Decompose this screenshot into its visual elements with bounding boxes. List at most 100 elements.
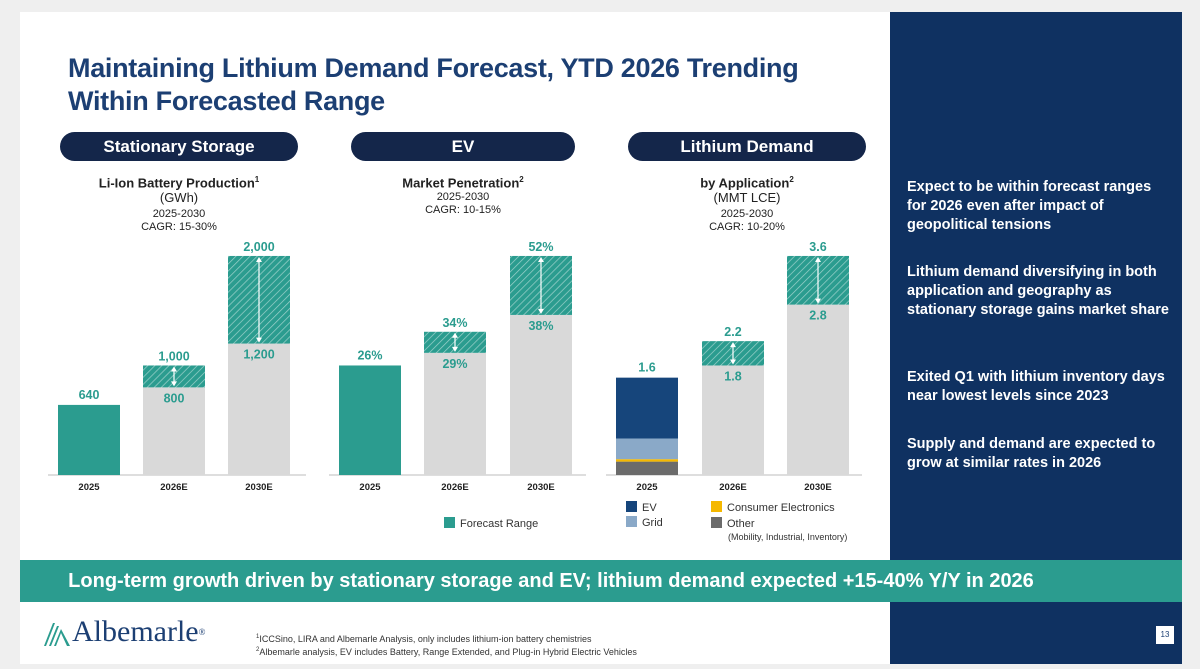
range-arrow-head-bottom <box>815 298 821 304</box>
range-arrow-head-top <box>730 342 736 348</box>
slide: Maintaining Lithium Demand Forecast, YTD… <box>20 12 1182 664</box>
bar-2025 <box>58 404 120 475</box>
subhead-ev: Market Penetration2 2025-2030 CAGR: 10-1… <box>351 172 575 217</box>
footnotes: 1ICCSino, LIRA and Albemarle Analysis, o… <box>256 632 637 658</box>
range-arrow-head-bottom <box>538 308 544 314</box>
x-tick-label: 2026E <box>160 482 187 493</box>
bar-segment-grid <box>616 438 678 460</box>
data-label-high: 2.2 <box>724 325 741 339</box>
footnote-ref: 2 <box>519 175 524 184</box>
data-label-low: 1,200 <box>243 348 274 362</box>
data-label-low: 29% <box>442 357 467 371</box>
bar-2030E <box>228 343 290 475</box>
banner: Long-term growth driven by stationary st… <box>20 560 1182 602</box>
pill-ev: EV <box>351 132 575 161</box>
bar-2025 <box>339 365 401 475</box>
range-arrow-head-top <box>171 366 177 372</box>
charts-area: 640 2025 800 1,000 2026E 1,200 2,000 2030E 26% 20… <box>48 240 862 493</box>
legend-ev: EV <box>626 501 657 515</box>
albemarle-logo: Albemarle® <box>42 614 205 650</box>
data-label: 640 <box>79 388 100 402</box>
bar-segment-consumer-electronics <box>616 459 678 462</box>
legend-swatch <box>626 501 637 512</box>
legend-forecast-range: Forecast Range <box>444 517 538 531</box>
x-tick-label: 2025 <box>78 482 100 493</box>
data-label: 1.6 <box>638 361 655 375</box>
subhead-heading: Li-Ion Battery Production <box>98 175 255 191</box>
bar-2026E <box>424 352 486 475</box>
footnote-text: Albemarle analysis, EV includes Battery,… <box>259 647 637 657</box>
legend-swatch <box>711 501 722 512</box>
legend-other-note: (Mobility, Industrial, Inventory) <box>728 532 848 542</box>
bar-2026E <box>702 365 764 475</box>
legend-consumer-electronics: Consumer Electronics <box>711 501 835 515</box>
legend-swatch <box>711 517 722 528</box>
data-label-high: 3.6 <box>809 240 826 254</box>
legend-other: Other <box>711 517 755 531</box>
subhead-cagr-years: 2025-2030 <box>436 191 490 204</box>
x-tick-label: 2026E <box>719 482 746 493</box>
subhead-heading: Market Penetration <box>402 175 520 191</box>
bar-2026E <box>143 387 205 475</box>
data-label-high: 34% <box>442 316 467 330</box>
pill-lithium-demand: Lithium Demand <box>628 132 866 161</box>
data-label: 26% <box>357 348 382 362</box>
subhead-cagr-years: 2025-2030 <box>152 208 206 221</box>
legend-swatch <box>444 517 455 528</box>
subhead-stationary: Li-Ion Battery Production1 (GWh) 2025-20… <box>60 172 298 234</box>
range-arrow-head-top <box>452 332 458 338</box>
x-tick-label: 2030E <box>527 482 554 493</box>
x-tick-label: 2026E <box>441 482 468 493</box>
legend-label: Consumer Electronics <box>727 502 835 514</box>
pill-stationary-storage: Stationary Storage <box>60 132 298 161</box>
sidebar-bullet: Lithium demand diversifying in both appl… <box>907 264 1169 318</box>
data-label-low: 800 <box>164 391 185 405</box>
range-arrow-head-top <box>815 256 821 262</box>
logo-text: Albemarle <box>72 615 199 648</box>
subhead-lithium: by Application2 (MMT LCE) 2025-2030 CAGR… <box>628 172 866 234</box>
bar-segment-other <box>616 461 678 475</box>
subhead-cagr-years: 2025-2030 <box>720 208 774 221</box>
x-tick-label: 2030E <box>804 482 831 493</box>
bar-2030E <box>510 314 572 475</box>
data-label-low: 38% <box>528 319 553 333</box>
legend-swatch <box>626 516 637 527</box>
range-arrow-head-bottom <box>452 346 458 352</box>
sidebar-bullet: Supply and demand are expected to grow a… <box>907 436 1156 471</box>
x-tick-label: 2030E <box>245 482 272 493</box>
bar-segment-ev <box>616 377 678 439</box>
data-label-low: 1.8 <box>724 369 741 383</box>
footnote-text: ICCSino, LIRA and Albemarle Analysis, on… <box>259 634 592 644</box>
page-number: 13 <box>1156 626 1174 644</box>
sidebar-bullet: Exited Q1 with lithium inventory days ne… <box>907 369 1165 404</box>
data-label-high: 1,000 <box>158 349 189 363</box>
page-title: Maintaining Lithium Demand Forecast, YTD… <box>68 53 799 116</box>
bar-2030E <box>787 304 849 475</box>
subhead-cagr: CAGR: 10-20% <box>709 221 785 234</box>
albemarle-mark-icon <box>44 623 70 647</box>
legend-label: Grid <box>642 517 663 529</box>
subhead-unit: (GWh) <box>159 190 199 206</box>
logo-registered: ® <box>198 627 206 637</box>
footnote-ref: 2 <box>789 175 794 184</box>
subhead-heading: by Application <box>700 175 790 191</box>
data-label-low: 2.8 <box>809 309 826 323</box>
subhead-cagr: CAGR: 10-15% <box>425 204 501 217</box>
legend-label: Other <box>727 518 755 530</box>
subhead-unit: (MMT LCE) <box>713 190 781 206</box>
footnote-2: 2Albemarle analysis, EV includes Battery… <box>256 645 637 658</box>
x-tick-label: 2025 <box>359 482 381 493</box>
range-arrow-head-top <box>538 256 544 262</box>
legend-label: EV <box>642 502 657 514</box>
data-label-high: 2,000 <box>243 240 274 254</box>
footnote-1: 1ICCSino, LIRA and Albemarle Analysis, o… <box>256 632 637 645</box>
range-arrow-head-bottom <box>256 337 262 343</box>
footnote-marker: 1 <box>256 634 260 640</box>
legend-label: Forecast Range <box>460 518 539 530</box>
side-panel: Expect to be within forecast ranges for … <box>890 12 1182 664</box>
x-tick-label: 2025 <box>636 482 658 493</box>
data-label-high: 52% <box>528 240 553 254</box>
legend-grid: Grid <box>626 516 663 530</box>
range-arrow-head-bottom <box>171 381 177 387</box>
sidebar-bullet: Expect to be within forecast ranges for … <box>907 179 1152 233</box>
